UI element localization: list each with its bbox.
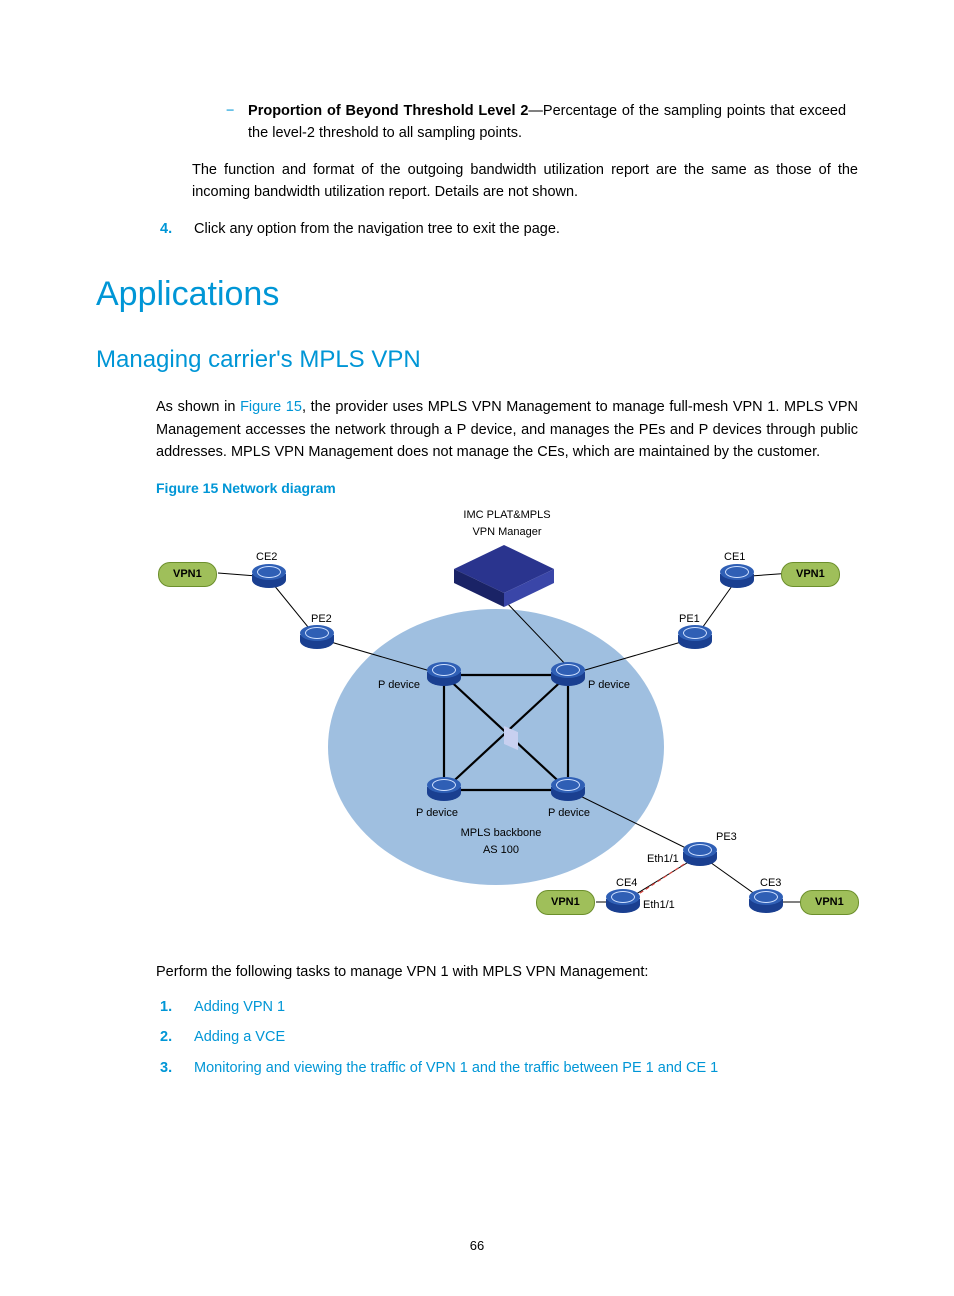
router-pe2	[300, 625, 334, 651]
step-4-number: 4.	[160, 218, 190, 240]
bullet-dash-icon: −	[226, 100, 244, 122]
router-ce1	[720, 564, 754, 590]
step-4-text: Click any option from the navigation tre…	[194, 218, 854, 240]
task-1-link[interactable]: Adding VPN 1	[194, 996, 854, 1018]
router-p-br	[551, 777, 585, 803]
tasks-intro: Perform the following tasks to manage VP…	[156, 961, 858, 983]
intro-paragraph: As shown in Figure 15, the provider uses…	[156, 396, 858, 463]
label-pe1: PE1	[679, 611, 700, 628]
router-pe1	[678, 625, 712, 651]
vpn-badge-tr: VPN1	[781, 562, 840, 587]
router-p-tr	[551, 662, 585, 688]
network-diagram: IMC PLAT&MPLS VPN Manager VPN1 VPN1 VPN1…	[156, 507, 836, 937]
vpn-badge-br: VPN1	[800, 890, 859, 915]
backbone-line1: MPLS backbone	[461, 827, 542, 839]
task-3-link[interactable]: Monitoring and viewing the traffic of VP…	[194, 1057, 854, 1079]
outgoing-paragraph: The function and format of the outgoing …	[192, 159, 858, 204]
vpn-badge-bl: VPN1	[536, 890, 595, 915]
intro-prefix: As shown in	[156, 399, 240, 415]
imc-line2: VPN Manager	[472, 526, 541, 538]
task-3-number: 3.	[160, 1057, 190, 1079]
figure-15-link[interactable]: Figure 15	[240, 399, 302, 415]
label-ce1: CE1	[724, 549, 745, 566]
task-2-link[interactable]: Adding a VCE	[194, 1026, 854, 1048]
heading-applications: Applications	[96, 268, 858, 321]
router-ce3	[749, 889, 783, 915]
label-ce2: CE2	[256, 549, 277, 566]
task-1: 1. Adding VPN 1	[160, 996, 858, 1018]
task-2: 2. Adding a VCE	[160, 1026, 858, 1048]
label-p-tl: P device	[378, 677, 420, 694]
figure-caption: Figure 15 Network diagram	[156, 478, 858, 500]
label-eth-ce4: Eth1/1	[643, 897, 675, 914]
task-3: 3. Monitoring and viewing the traffic of…	[160, 1057, 858, 1079]
label-pe3: PE3	[716, 829, 737, 846]
vpn-badge-tl: VPN1	[158, 562, 217, 587]
label-eth-pe3: Eth1/1	[647, 851, 679, 868]
backbone-label: MPLS backbone AS 100	[456, 825, 546, 859]
label-ce4: CE4	[616, 875, 637, 892]
step-4: 4. Click any option from the navigation …	[160, 218, 858, 240]
label-pe2: PE2	[311, 611, 332, 628]
imc-line1: IMC PLAT&MPLS	[463, 509, 550, 521]
threshold-label: Proportion of Beyond Threshold Level 2	[248, 103, 528, 119]
bullet-body: Proportion of Beyond Threshold Level 2—P…	[248, 100, 846, 145]
backbone-line2: AS 100	[483, 844, 519, 856]
task-2-number: 2.	[160, 1026, 190, 1048]
page-number: 66	[0, 1236, 954, 1256]
threshold-bullet: − Proportion of Beyond Threshold Level 2…	[226, 100, 858, 145]
router-ce4	[606, 889, 640, 915]
router-p-tl	[427, 662, 461, 688]
task-1-number: 1.	[160, 996, 190, 1018]
label-p-br: P device	[548, 805, 590, 822]
label-p-tr: P device	[588, 677, 630, 694]
label-ce3: CE3	[760, 875, 781, 892]
label-p-bl: P device	[416, 805, 458, 822]
heading-managing-mpls-vpn: Managing carrier's MPLS VPN	[96, 341, 858, 378]
imc-label: IMC PLAT&MPLS VPN Manager	[452, 507, 562, 541]
router-p-bl	[427, 777, 461, 803]
router-ce2	[252, 564, 286, 590]
router-pe3	[683, 842, 717, 868]
